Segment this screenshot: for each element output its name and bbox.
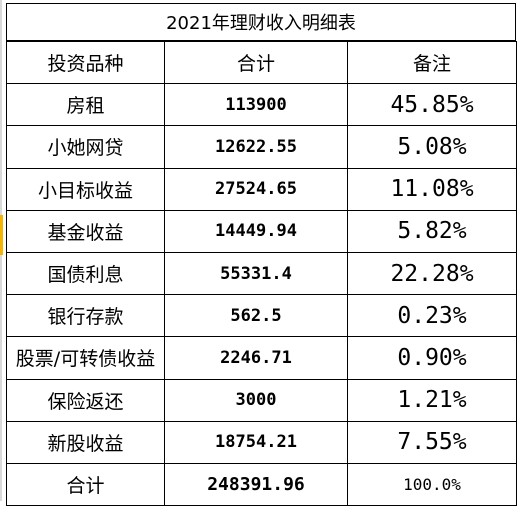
cell-total[interactable]: 2246.71	[164, 336, 348, 380]
cell-note[interactable]: 0.90%	[347, 336, 517, 380]
cell-name[interactable]: 保险返还	[6, 378, 165, 422]
cell-name[interactable]: 小目标收益	[6, 167, 165, 211]
table-row: 银行存款 562.5 0.23%	[6, 294, 517, 338]
table-row: 新股收益 18754.21 7.55%	[6, 420, 517, 464]
cell-note[interactable]: 11.08%	[347, 167, 517, 211]
cell-name[interactable]: 国债利息	[6, 251, 165, 296]
cell-total[interactable]: 55331.4	[164, 251, 348, 296]
header-row: 投资品种 合计 备注	[6, 40, 517, 85]
income-table: 投资品种 合计 备注 房租 113900 45.85% 小她网贷 12622.5…	[6, 40, 517, 506]
row-selection-marker	[0, 215, 3, 255]
header-cell-name[interactable]: 投资品种	[6, 40, 165, 85]
cell-name[interactable]: 股票/可转债收益	[6, 336, 165, 380]
table-row: 股票/可转债收益 2246.71 0.90%	[6, 336, 517, 380]
table-row: 基金收益 14449.94 5.82%	[6, 209, 517, 253]
table-row: 小她网贷 12622.55 5.08%	[6, 125, 517, 169]
table-title[interactable]: 2021年理财收入明细表	[6, 3, 516, 41]
cell-name[interactable]: 房租	[6, 83, 165, 127]
table-row: 房租 113900 45.85%	[6, 83, 517, 127]
cell-name[interactable]: 基金收益	[6, 209, 165, 253]
table-row: 小目标收益 27524.65 11.08%	[6, 167, 517, 211]
cell-note[interactable]: 5.08%	[347, 125, 517, 169]
cell-name[interactable]: 小她网贷	[6, 125, 165, 169]
table-row: 国债利息 55331.4 22.28%	[6, 251, 517, 296]
cell-total[interactable]: 18754.21	[164, 420, 348, 464]
footer-cell-name[interactable]: 合计	[6, 462, 165, 506]
cell-total[interactable]: 3000	[164, 378, 348, 422]
table-row: 保险返还 3000 1.21%	[6, 378, 517, 422]
cell-total[interactable]: 27524.65	[164, 167, 348, 211]
cell-total[interactable]: 14449.94	[164, 209, 348, 253]
footer-cell-note[interactable]: 100.0%	[347, 462, 517, 506]
header-cell-note[interactable]: 备注	[347, 40, 517, 85]
cell-note[interactable]: 1.21%	[347, 378, 517, 422]
cell-note[interactable]: 45.85%	[347, 83, 517, 127]
cell-name[interactable]: 银行存款	[6, 294, 165, 338]
cell-note[interactable]: 5.82%	[347, 209, 517, 253]
header-cell-total[interactable]: 合计	[164, 40, 348, 85]
footer-cell-total[interactable]: 248391.96	[164, 462, 348, 506]
cell-note[interactable]: 0.23%	[347, 294, 517, 338]
cell-name[interactable]: 新股收益	[6, 420, 165, 464]
cell-note[interactable]: 7.55%	[347, 420, 517, 464]
footer-row: 合计 248391.96 100.0%	[6, 462, 517, 506]
cell-note[interactable]: 22.28%	[347, 251, 517, 296]
cell-total[interactable]: 113900	[164, 83, 348, 127]
cell-total[interactable]: 562.5	[164, 294, 348, 338]
cell-total[interactable]: 12622.55	[164, 125, 348, 169]
